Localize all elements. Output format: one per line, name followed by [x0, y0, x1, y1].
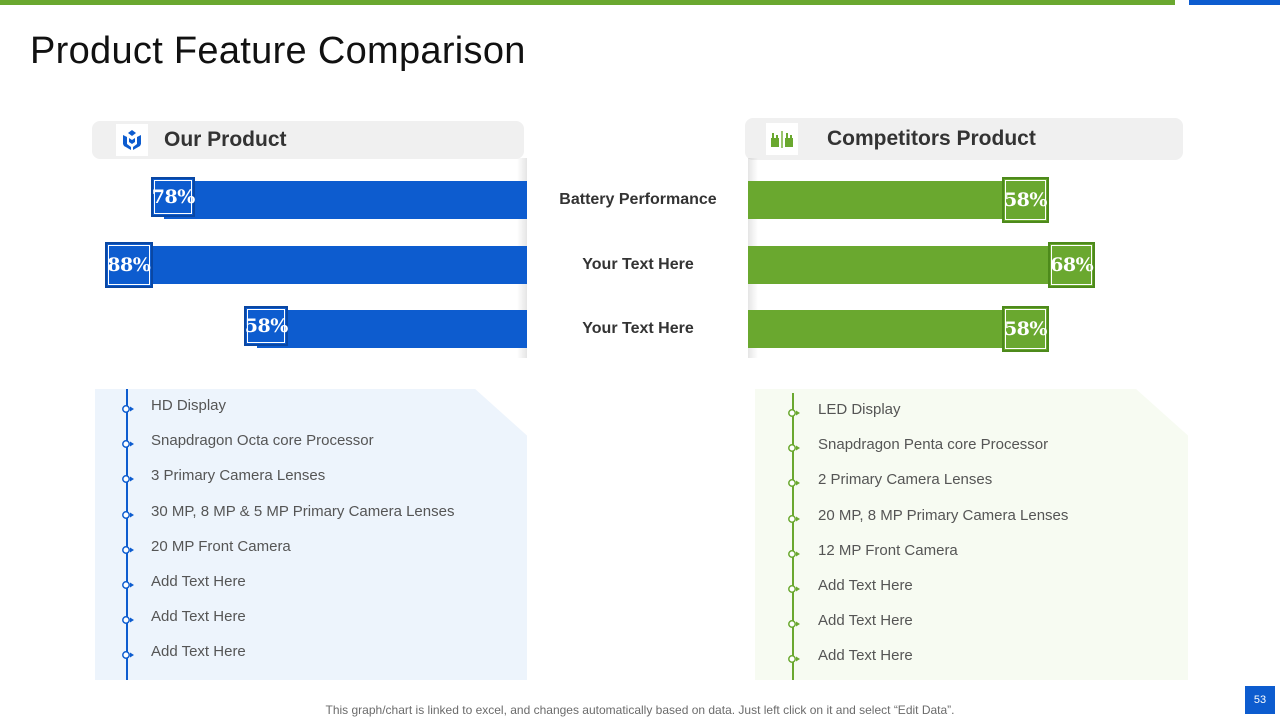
competitor-product-bar[interactable] [748, 246, 1063, 284]
competitor-product-label: Competitors Product [827, 127, 1036, 150]
our-product-bullet-icon [121, 471, 135, 484]
competitor-bullet-icon [787, 405, 801, 417]
our-product-value-label: 78% [151, 177, 196, 217]
our-product-features-panel [95, 389, 527, 680]
competitor-product-value-label: 58% [1001, 306, 1049, 352]
category-label: Your Text Here [582, 256, 694, 273]
factory-icon [766, 123, 798, 155]
top-accent-bar-green [0, 0, 1175, 5]
competitor-bullet-icon [787, 616, 801, 629]
competitor-product-bar[interactable] [748, 181, 1016, 219]
competitor-feature-item: Snapdragon Penta core Processor [818, 436, 1049, 454]
competitor-product-bar[interactable] [748, 310, 1016, 348]
competitor-bullet-icon [787, 651, 801, 664]
our-product-feature-item: 20 MP Front Camera [151, 537, 291, 555]
competitor-feature-item: LED Display [818, 401, 901, 418]
our-product-value-label: 88% [104, 242, 153, 288]
our-product-feature-item: 30 MP, 8 MP & 5 MP Primary Camera Lenses [151, 502, 455, 520]
competitor-feature-item: Add Text Here [818, 577, 913, 594]
our-product-header: Our Product [92, 121, 524, 159]
our-product-label: Our Product [164, 128, 287, 151]
competitor-bullet-icon [787, 546, 801, 558]
our-product-bullet-icon [121, 436, 135, 449]
our-product-feature-item: Add Text Here [151, 608, 246, 626]
page-number: 53 [1245, 686, 1275, 714]
competitor-bullet-icon [787, 440, 801, 453]
our-product-bar[interactable] [257, 310, 527, 348]
our-product-feature-item: HD Display [151, 397, 227, 414]
category-label: Battery Performance [559, 191, 717, 208]
competitor-feature-item: Add Text Here [818, 647, 913, 665]
competitor-bullet-icon [787, 475, 801, 488]
our-product-feature-item: Add Text Here [151, 643, 246, 661]
product-blocks-icon [116, 124, 148, 156]
competitor-feature-item: Add Text Here [818, 612, 913, 630]
our-product-bullet-icon [121, 577, 135, 589]
competitor-product-value-label: 58% [1001, 177, 1049, 223]
page-title: Product Feature Comparison [30, 30, 526, 72]
our-product-bullet-icon [121, 507, 135, 519]
our-product-bullet-icon [121, 542, 135, 554]
our-product-feature-item: Snapdragon Octa core Processor [151, 432, 374, 450]
our-product-bullet-icon [121, 612, 135, 625]
our-features-timeline-line [126, 389, 128, 680]
competitor-bullet-icon [787, 581, 801, 593]
competitor-product-header: Competitors Product [745, 118, 1183, 160]
our-product-bullet-icon [121, 647, 135, 660]
category-label: Your Text Here [582, 320, 694, 337]
our-product-bar[interactable] [117, 246, 527, 284]
competitor-features-panel [755, 389, 1188, 680]
our-product-bullet-icon [121, 401, 135, 413]
our-product-value-label: 58% [244, 306, 289, 346]
our-product-bar[interactable] [164, 181, 527, 219]
competitor-bullet-icon [787, 511, 801, 523]
competitor-feature-item: 2 Primary Camera Lenses [818, 471, 993, 489]
competitor-feature-item: 12 MP Front Camera [818, 541, 958, 559]
our-product-feature-item: Add Text Here [151, 573, 246, 590]
our-product-feature-item: 3 Primary Camera Lenses [151, 467, 326, 485]
competitor-features-timeline-line [792, 393, 794, 680]
competitor-product-value-label: 68% [1048, 242, 1096, 288]
top-accent-bar-blue [1189, 0, 1280, 5]
competitor-feature-item: 20 MP, 8 MP Primary Camera Lenses [818, 506, 1069, 524]
footnote: This graph/chart is linked to excel, and… [325, 703, 955, 717]
